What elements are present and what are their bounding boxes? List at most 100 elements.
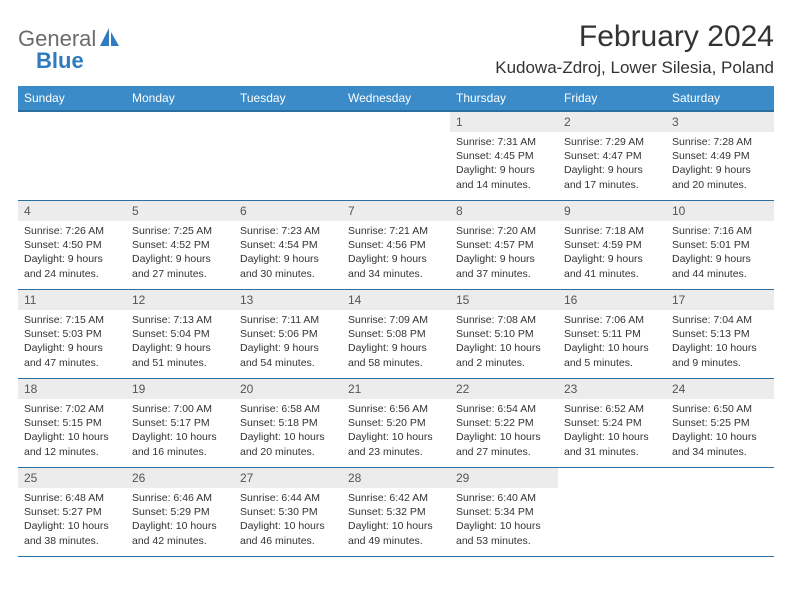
day-cell: 4 Sunrise: 7:26 AMSunset: 4:50 PMDaylight… [18,201,126,289]
day-dl1: Daylight: 9 hours [240,252,336,266]
day-sr: Sunrise: 7:11 AM [240,313,336,327]
day-cell: 16Sunrise: 7:06 AMSunset: 5:11 PMDayligh… [558,290,666,378]
day-dl2: and 12 minutes. [24,445,120,459]
day-info: Sunrise: 7:04 AMSunset: 5:13 PMDaylight:… [666,313,774,370]
day-sr: Sunrise: 7:04 AM [672,313,768,327]
day-number: 5 [126,201,234,221]
day-cell: 13Sunrise: 7:11 AMSunset: 5:06 PMDayligh… [234,290,342,378]
title-block: February 2024 Kudowa-Zdroj, Lower Silesi… [495,20,774,78]
day-number: 4 [18,201,126,221]
day-ss: Sunset: 4:54 PM [240,238,336,252]
day-dl2: and 23 minutes. [348,445,444,459]
page-header: General Blue February 2024 Kudowa-Zdroj,… [18,20,774,78]
day-number: 9 [558,201,666,221]
day-dl2: and 17 minutes. [564,178,660,192]
day-number: 26 [126,468,234,488]
day-number: 6 [234,201,342,221]
day-ss: Sunset: 5:13 PM [672,327,768,341]
day-number: 27 [234,468,342,488]
day-sr: Sunrise: 7:16 AM [672,224,768,238]
day-info: Sunrise: 7:29 AMSunset: 4:47 PMDaylight:… [558,135,666,192]
day-cell: 25Sunrise: 6:48 AMSunset: 5:27 PMDayligh… [18,468,126,556]
day-number: 1 [450,112,558,132]
day-cell: 23 Sunrise: 6:52 AMSunset: 5:24 PMDayligh… [558,379,666,467]
day-number: 25 [18,468,126,488]
day-sr: Sunrise: 7:00 AM [132,402,228,416]
day-number: 23 [558,379,666,399]
day-sr: Sunrise: 6:40 AM [456,491,552,505]
day-cell: 6 Sunrise: 7:23 AMSunset: 4:54 PMDaylight… [234,201,342,289]
day-dl1: Daylight: 9 hours [672,252,768,266]
day-ss: Sunset: 4:52 PM [132,238,228,252]
day-info: Sunrise: 7:26 AMSunset: 4:50 PMDaylight:… [18,224,126,281]
day-number [342,112,450,132]
day-cell: 11Sunrise: 7:15 AMSunset: 5:03 PMDayligh… [18,290,126,378]
day-cell [18,112,126,200]
day-info: Sunrise: 7:08 AMSunset: 5:10 PMDaylight:… [450,313,558,370]
day-sr: Sunrise: 6:48 AM [24,491,120,505]
day-ss: Sunset: 5:29 PM [132,505,228,519]
day-info: Sunrise: 7:18 AMSunset: 4:59 PMDaylight:… [558,224,666,281]
day-number: 15 [450,290,558,310]
day-sr: Sunrise: 7:21 AM [348,224,444,238]
day-sr: Sunrise: 6:42 AM [348,491,444,505]
day-cell: 24 Sunrise: 6:50 AMSunset: 5:25 PMDayligh… [666,379,774,467]
day-ss: Sunset: 5:18 PM [240,416,336,430]
day-sr: Sunrise: 6:56 AM [348,402,444,416]
day-number: 3 [666,112,774,132]
day-info: Sunrise: 7:13 AMSunset: 5:04 PMDaylight:… [126,313,234,370]
logo-sail-icon [100,28,120,51]
weekday-label: Saturday [666,86,774,110]
day-number [18,112,126,132]
day-dl2: and 34 minutes. [672,445,768,459]
day-number: 17 [666,290,774,310]
day-number: 24 [666,379,774,399]
day-dl1: Daylight: 10 hours [348,430,444,444]
day-sr: Sunrise: 7:23 AM [240,224,336,238]
day-cell: 1Sunrise: 7:31 AMSunset: 4:45 PMDaylight… [450,112,558,200]
day-info: Sunrise: 7:25 AMSunset: 4:52 PMDaylight:… [126,224,234,281]
weekday-label: Tuesday [234,86,342,110]
day-dl1: Daylight: 9 hours [456,163,552,177]
day-ss: Sunset: 5:22 PM [456,416,552,430]
day-info: Sunrise: 6:52 AMSunset: 5:24 PMDaylight:… [558,402,666,459]
day-cell: 28Sunrise: 6:42 AMSunset: 5:32 PMDayligh… [342,468,450,556]
day-ss: Sunset: 5:08 PM [348,327,444,341]
day-info: Sunrise: 7:20 AMSunset: 4:57 PMDaylight:… [450,224,558,281]
day-number: 28 [342,468,450,488]
day-dl1: Daylight: 10 hours [456,430,552,444]
day-cell: 15 Sunrise: 7:08 AMSunset: 5:10 PMDayligh… [450,290,558,378]
day-ss: Sunset: 4:47 PM [564,149,660,163]
day-sr: Sunrise: 7:31 AM [456,135,552,149]
week-row: 4 Sunrise: 7:26 AMSunset: 4:50 PMDaylight… [18,201,774,290]
day-cell [234,112,342,200]
day-number [558,468,666,488]
day-dl2: and 30 minutes. [240,267,336,281]
day-ss: Sunset: 5:20 PM [348,416,444,430]
day-ss: Sunset: 4:49 PM [672,149,768,163]
day-info: Sunrise: 7:02 AMSunset: 5:15 PMDaylight:… [18,402,126,459]
day-info: Sunrise: 7:09 AMSunset: 5:08 PMDaylight:… [342,313,450,370]
day-ss: Sunset: 5:27 PM [24,505,120,519]
day-dl2: and 20 minutes. [240,445,336,459]
day-number [666,468,774,488]
day-number: 13 [234,290,342,310]
day-cell: 22Sunrise: 6:54 AMSunset: 5:22 PMDayligh… [450,379,558,467]
day-info: Sunrise: 7:21 AMSunset: 4:56 PMDaylight:… [342,224,450,281]
week-row: 1Sunrise: 7:31 AMSunset: 4:45 PMDaylight… [18,112,774,201]
day-dl1: Daylight: 9 hours [456,252,552,266]
day-info: Sunrise: 6:56 AMSunset: 5:20 PMDaylight:… [342,402,450,459]
day-info: Sunrise: 6:50 AMSunset: 5:25 PMDaylight:… [666,402,774,459]
day-dl2: and 58 minutes. [348,356,444,370]
day-dl2: and 49 minutes. [348,534,444,548]
day-dl1: Daylight: 9 hours [672,163,768,177]
day-cell: 29Sunrise: 6:40 AMSunset: 5:34 PMDayligh… [450,468,558,556]
day-sr: Sunrise: 6:54 AM [456,402,552,416]
day-dl1: Daylight: 10 hours [564,341,660,355]
day-sr: Sunrise: 6:52 AM [564,402,660,416]
day-dl2: and 51 minutes. [132,356,228,370]
day-dl2: and 38 minutes. [24,534,120,548]
day-number: 12 [126,290,234,310]
day-cell: 19Sunrise: 7:00 AMSunset: 5:17 PMDayligh… [126,379,234,467]
day-sr: Sunrise: 6:58 AM [240,402,336,416]
